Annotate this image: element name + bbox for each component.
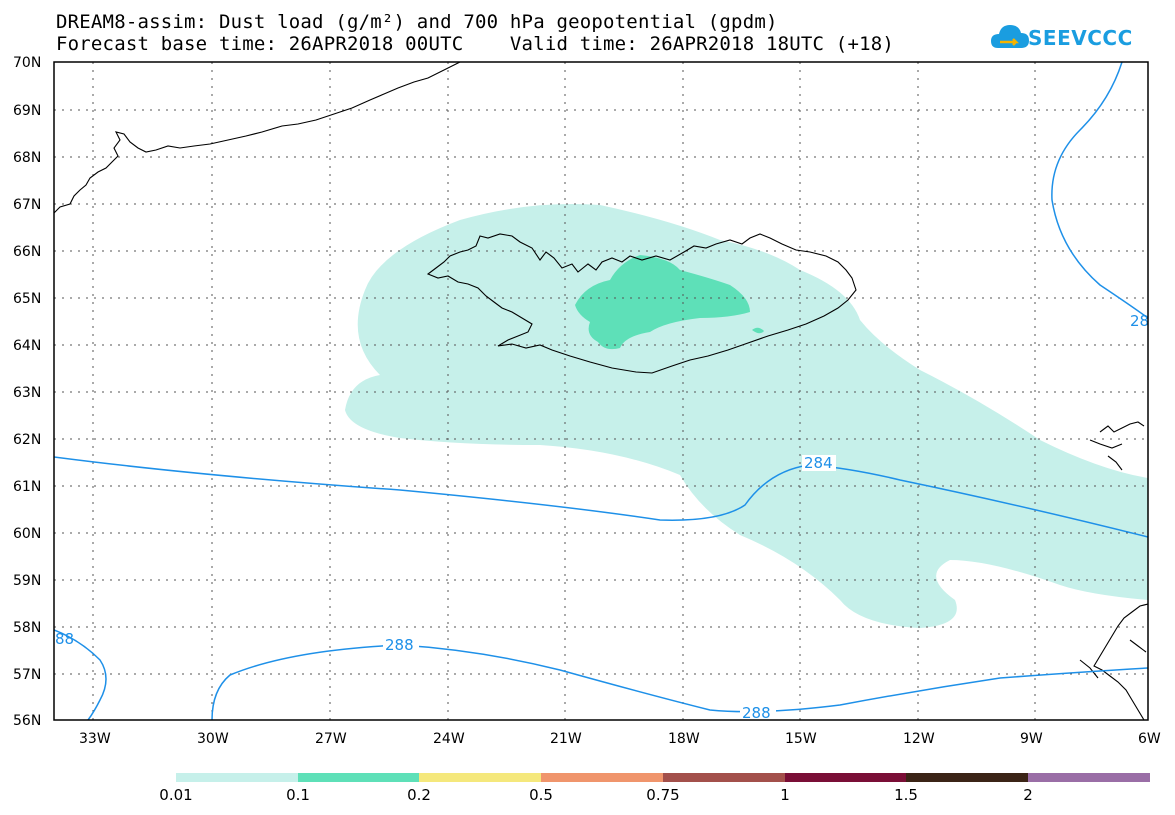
contour-label-288-left: 288 xyxy=(385,636,414,654)
colorbar-label: 0.5 xyxy=(529,786,553,804)
map-frame xyxy=(53,61,1149,721)
lat-label: 59N xyxy=(13,573,41,589)
faroe-coastline xyxy=(1089,421,1145,471)
lon-label: 24W xyxy=(433,731,465,747)
contour-label-288-right: 28 xyxy=(1130,312,1149,330)
lat-label: 64N xyxy=(13,338,41,354)
dust-area-light xyxy=(345,204,1148,628)
lat-label: 58N xyxy=(13,620,41,636)
colorbar-bin xyxy=(541,773,663,782)
contour-288-edge xyxy=(54,629,107,720)
cloud-icon xyxy=(991,25,1029,48)
longitude-axis: 33W 30W 27W 24W 21W 18W 15W 12W 9W 6W xyxy=(79,731,1161,747)
colorbar-bin xyxy=(1028,773,1150,782)
lat-label: 65N xyxy=(13,291,41,307)
colorbar-label: 0.01 xyxy=(159,786,193,804)
colorbar-label: 0.2 xyxy=(407,786,431,804)
lat-label: 60N xyxy=(13,526,41,542)
lat-label: 69N xyxy=(13,103,41,119)
greenland-coastline xyxy=(54,62,461,214)
colorbar-label: 2 xyxy=(1023,786,1033,804)
colorbar-label: 1.5 xyxy=(894,786,918,804)
colorbar-bin xyxy=(419,773,541,782)
lon-label: 15W xyxy=(785,731,817,747)
scotland-coastline xyxy=(1079,603,1148,720)
contour-288-left xyxy=(211,644,1148,720)
lat-label: 68N xyxy=(13,150,41,166)
lat-label: 63N xyxy=(13,385,41,401)
lon-label: 30W xyxy=(197,731,229,747)
map-title-line-2: Forecast base time: 26APR2018 00UTC Vali… xyxy=(56,33,895,55)
lat-label: 66N xyxy=(13,244,41,260)
lat-label: 67N xyxy=(13,197,41,213)
graticule xyxy=(54,62,1148,720)
lon-label: 9W xyxy=(1020,731,1043,747)
colorbar-bin xyxy=(906,773,1028,782)
contour-label-288-bottom: 288 xyxy=(742,704,771,722)
lat-label: 61N xyxy=(13,479,41,495)
colorbar-label: 0.1 xyxy=(286,786,310,804)
contour-288-right xyxy=(1051,62,1148,319)
lon-label: 27W xyxy=(315,731,347,747)
lat-label: 62N xyxy=(13,432,41,448)
dust-area-medium xyxy=(575,255,750,350)
lon-label: 33W xyxy=(79,731,111,747)
logo-text: SEEVCCC xyxy=(1028,26,1133,50)
lon-label: 12W xyxy=(903,731,935,747)
dust-area-medium-speck xyxy=(752,327,764,334)
seevccc-logo: SEEVCCC xyxy=(990,20,1132,56)
colorbar-bin xyxy=(663,773,785,782)
map-title-line-1: DREAM8-assim: Dust load (g/m²) and 700 h… xyxy=(56,11,778,33)
lon-label: 18W xyxy=(668,731,700,747)
lat-label: 56N xyxy=(13,713,41,729)
colorbar-label: 1 xyxy=(780,786,790,804)
colorbar-bin xyxy=(176,773,298,782)
contour-284 xyxy=(54,456,1148,538)
lon-label: 21W xyxy=(550,731,582,747)
lat-label: 57N xyxy=(13,667,41,683)
iceland-coastline xyxy=(426,233,857,374)
colorbar-bin xyxy=(298,773,419,782)
colorbar-bin xyxy=(785,773,906,782)
contour-label-284: 284 xyxy=(804,454,833,472)
latitude-axis: 70N 69N 68N 67N 66N 65N 64N 63N 62N 61N … xyxy=(13,55,41,729)
colorbar-label: 0.75 xyxy=(646,786,680,804)
lat-label: 70N xyxy=(13,55,41,71)
contour-label-288-edge: 88 xyxy=(55,630,74,648)
lon-label: 6W xyxy=(1138,731,1161,747)
